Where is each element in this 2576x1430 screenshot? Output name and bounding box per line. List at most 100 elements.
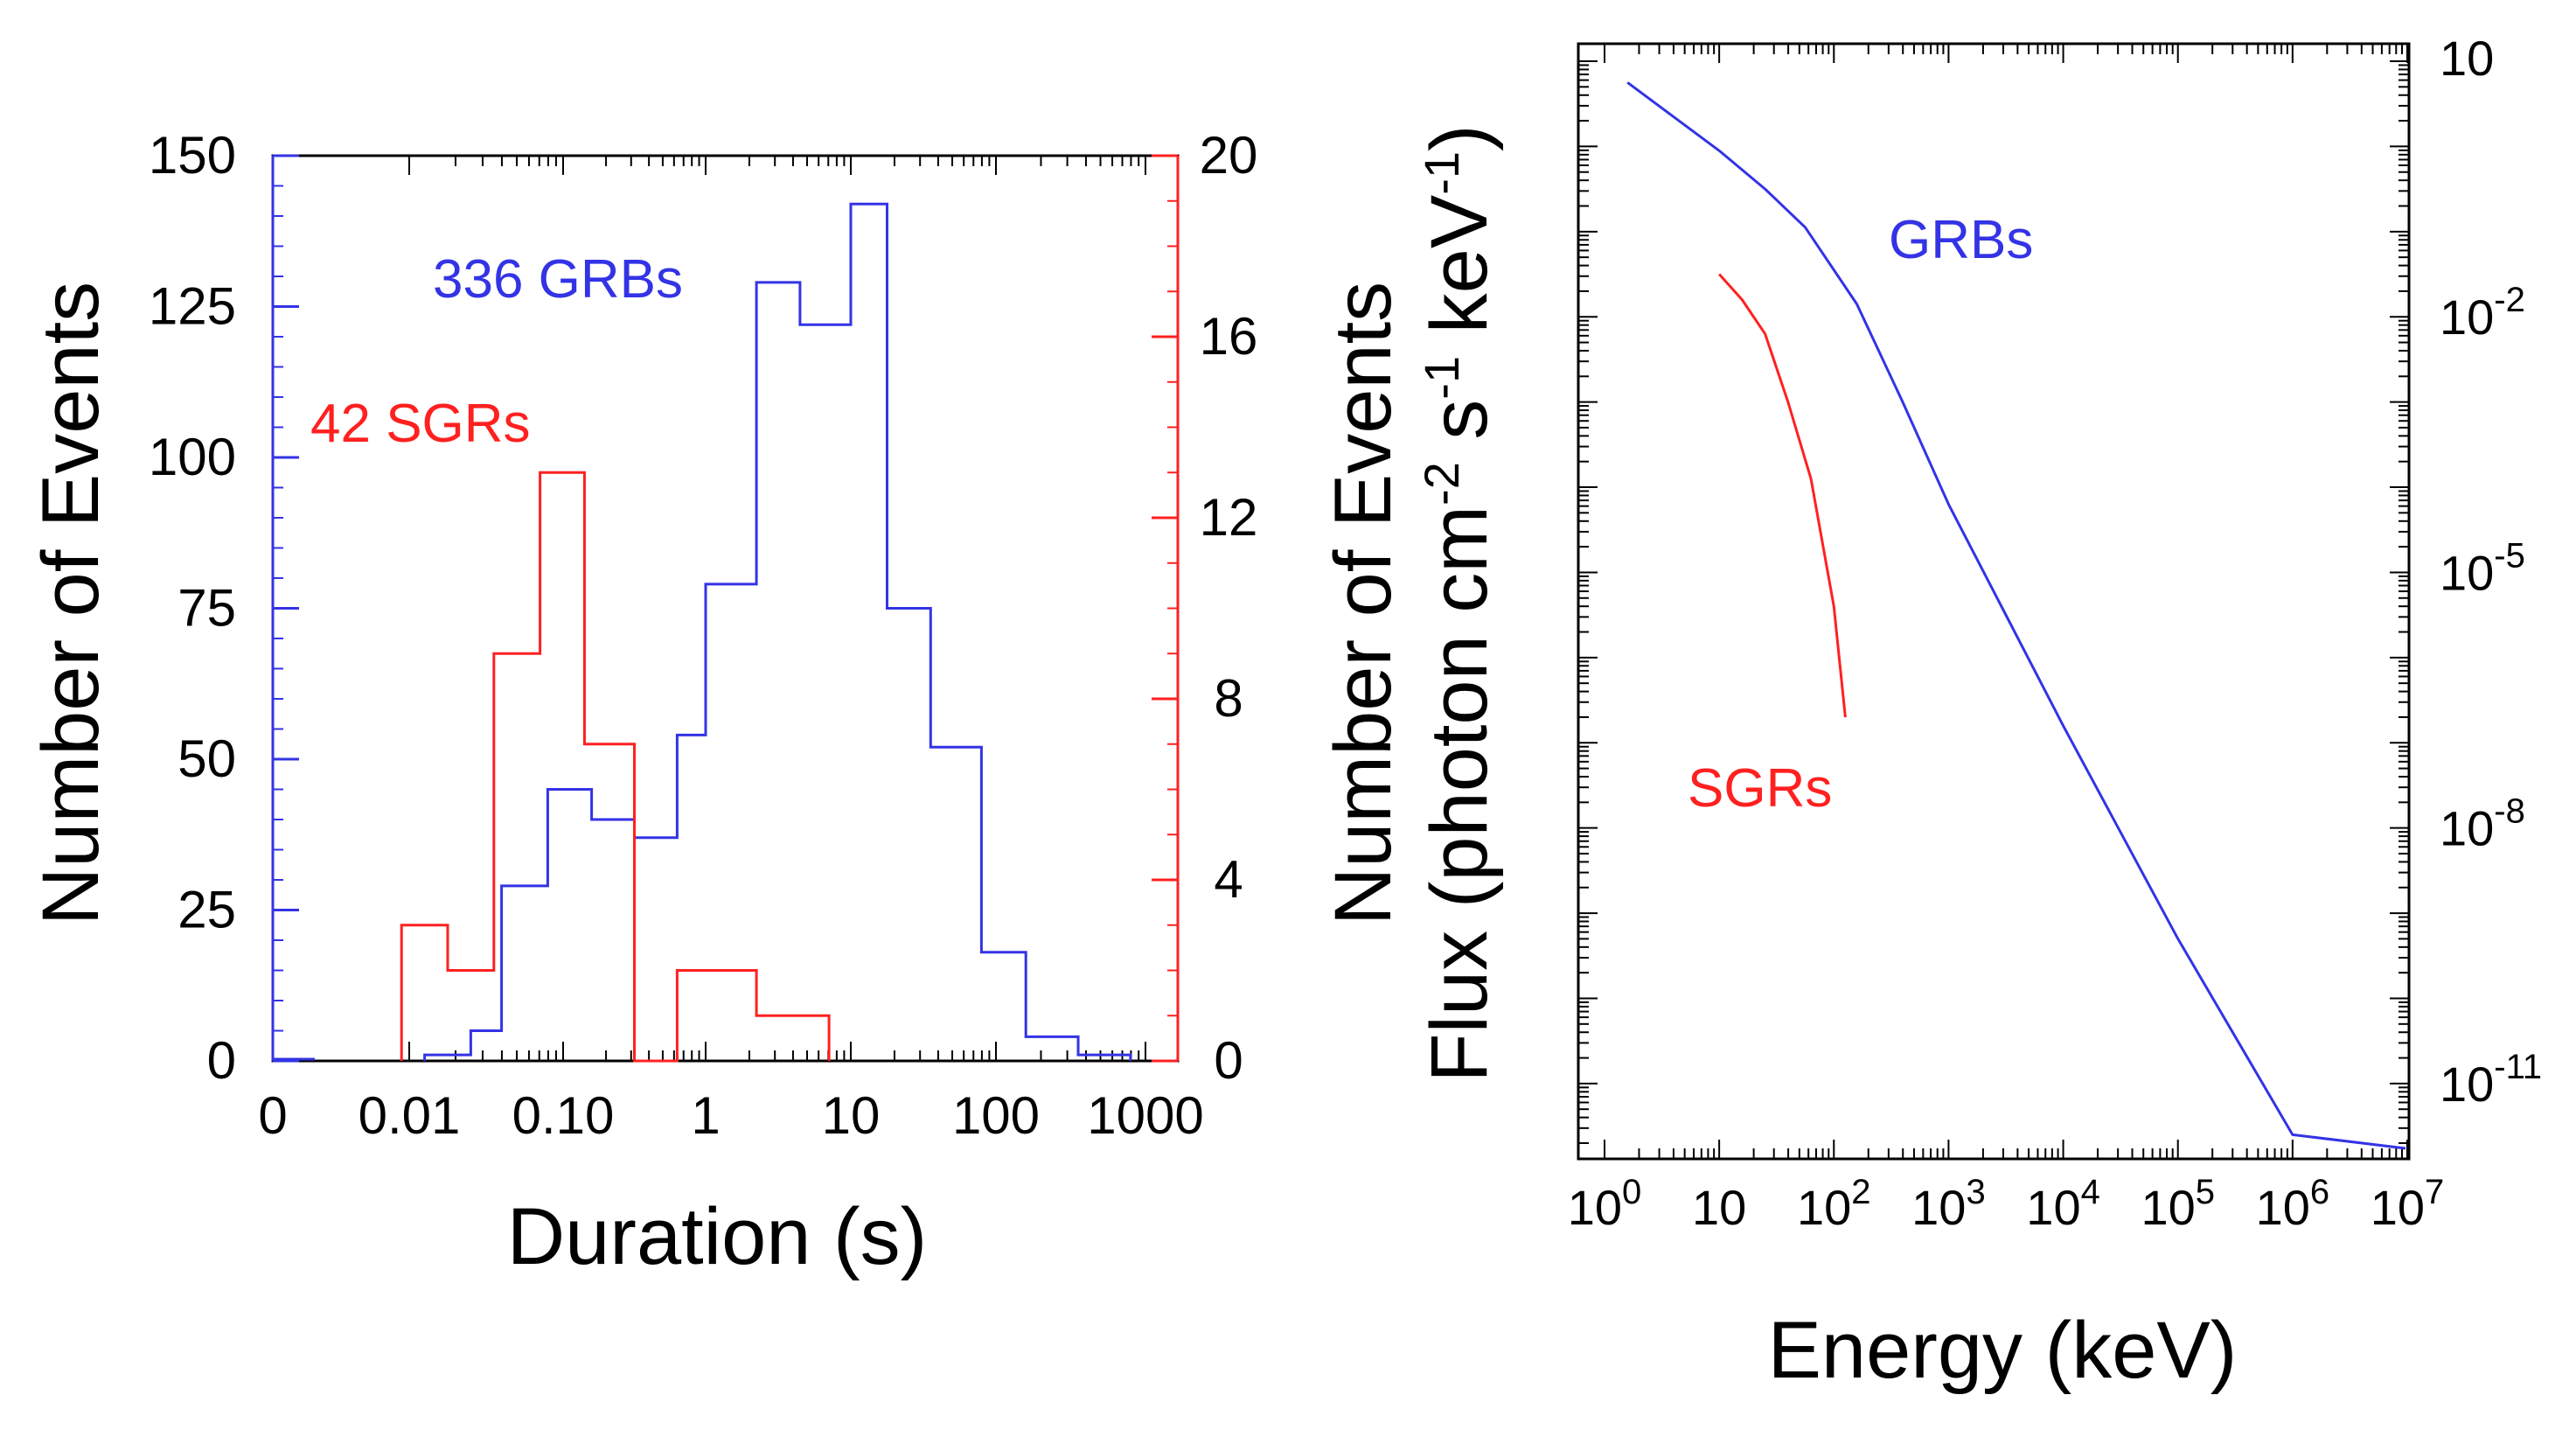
sgr-histogram-bin [677,971,756,1062]
spectrum-y-tick-label: 10 [2440,31,2494,86]
left-x-tick-label: 100 [952,1086,1040,1145]
left-y-tick-label: 50 [178,729,236,788]
grb-count-annotation: 336 GRBs [433,249,683,310]
left-y-tick-label: 100 [149,428,236,486]
left-y-tick-label: 125 [149,277,236,336]
right-y-tick-label: 20 [1200,126,1258,185]
spectrum-x-tick-labels: 100 10 102 103 104 105 106 107 [1568,1173,2445,1235]
spectrum-y-axis-title: Flux (photon cm-2 s-1 keV-1) [1414,124,1504,1082]
spectrum-y-title-part-c: keV [1415,195,1504,356]
sgr-histogram-bin [540,472,585,1061]
spectrum-y-title-part-a: Flux (photon cm [1415,506,1504,1083]
left-y-tick-labels: 0 25 50 75 100 125 150 [149,126,236,1090]
right-y-axis-title: Number of Events [1319,282,1408,925]
right-y-tick-label: 8 [1214,669,1243,728]
left-y-axis-title: Number of Events [26,282,115,925]
spectrum-x-tick-base: 10 [2256,1180,2310,1235]
spectrum-y-tick-exp: -5 [2494,536,2525,575]
grb-histogram-bin [888,609,931,1062]
spectrum-y-tick-exp: -11 [2494,1048,2542,1086]
spectrum-x-tick-base: 10 [2026,1180,2080,1235]
energy-spectrum: 100 10 102 103 104 105 106 107 1010-210-510-810… [1414,31,2542,1395]
spectrum-x-tick-base: 10 [2371,1180,2425,1235]
right-y-tick-labels: 0 4 8 12 16 20 [1200,126,1258,1090]
spectrum-x-tick-base: 10 [1692,1180,1746,1235]
right-y-tick-label: 0 [1214,1031,1243,1090]
sgr-histogram-outline [400,471,831,1063]
spectrum-y-tick-label: 10-5 [2440,536,2525,600]
spectrum-x-tick-base: 10 [1568,1180,1622,1235]
spectrum-x-tick-base: 10 [1911,1180,1966,1235]
spectrum-x-tick-label: 105 [2141,1173,2215,1235]
spectrum-x-tick-exp: 6 [2310,1173,2329,1211]
grb-histogram-bin [677,735,706,1061]
spectrum-x-tick-exp: 4 [2081,1173,2100,1211]
spectrum-y-tick-label: 10-8 [2440,792,2525,856]
grb-histogram-bin [1026,1036,1078,1061]
spectrum-y-title-exp2: -1 [1414,356,1469,400]
spectrum-y-tick-base: 10 [2440,1057,2494,1112]
spectrum-y-title-exp3: -1 [1414,151,1469,195]
spectrum-y-tick-label: 10-2 [2440,281,2525,345]
spectrum-y-tick-base: 10 [2440,289,2494,345]
spectrum-lines [1626,81,2406,1150]
left-x-ticks [408,156,1146,1061]
left-y-ticks [271,154,1180,1063]
left-x-tick-label: 0 [258,1086,287,1145]
grb-histogram-bin [851,204,888,1061]
spectrum-y-tick-exp: -8 [2494,792,2525,831]
left-x-tick-label: 10 [822,1086,881,1145]
grb-histogram-bin [470,1031,501,1062]
left-histogram-bars [273,202,1132,1063]
left-x-tick-label: 1 [691,1086,720,1145]
spectrum-x-tick-label: 107 [2371,1173,2445,1235]
grb-histogram-bin [547,790,591,1062]
spectrum-y-tick-base: 10 [2440,31,2494,86]
spectrum-x-tick-label: 103 [1911,1173,1986,1235]
left-y-tick-label: 75 [178,579,236,638]
spectrum-x-tick-base: 10 [2141,1180,2195,1235]
grb-histogram-bin [756,283,800,1061]
grb-histogram-bin [800,324,851,1061]
sgr-spectrum-line [1718,273,1847,718]
left-x-tick-labels: 0 0.01 0.10 1 10 100 1000 [258,1086,1203,1145]
grb-histogram-bin [502,886,548,1061]
spectrum-y-title-part-b: s [1415,400,1504,463]
spectrum-x-tick-label: 100 [1568,1173,1642,1235]
spectrum-y-tick-exp: -2 [2494,281,2525,319]
grb-histogram-bin [930,747,981,1061]
spectrum-ticks [1578,44,2409,1159]
spectrum-x-tick-label: 104 [2026,1173,2100,1235]
spectrum-x-tick-exp: 3 [1966,1173,1985,1211]
right-y-tick-label: 16 [1200,307,1258,366]
left-x-tick-label: 1000 [1087,1086,1203,1145]
spectrum-x-tick-exp: 0 [1622,1173,1641,1211]
right-plot-frame [1577,42,2411,1161]
spectrum-y-tick-label: 10-11 [2440,1048,2542,1112]
spectrum-x-tick-base: 10 [1797,1180,1851,1235]
spectrum-x-tick-exp: 5 [2196,1173,2215,1211]
duration-histogram: 0 0.01 0.10 1 10 100 1000 0 25 50 75 100 125 150 0 4 8… [26,126,1408,1281]
spectrum-grb-annotation: GRBs [1889,210,2033,270]
spectrum-x-axis-title: Energy (keV) [1768,1306,2238,1395]
left-x-tick-label: 0.01 [359,1086,461,1145]
sgr-histogram-bin [401,925,448,1061]
spectrum-y-tick-base: 10 [2440,545,2494,600]
grb-histogram-outline [423,202,1132,1061]
grb-spectrum-line [1626,81,2406,1150]
right-y-tick-label: 4 [1214,850,1243,909]
spectrum-y-title-exp1: -2 [1414,462,1469,506]
left-x-axis-title: Duration (s) [507,1192,928,1281]
grb-histogram-bin [981,952,1026,1061]
left-x-tick-label: 0.10 [512,1086,615,1145]
left-y-tick-label: 25 [178,881,236,939]
grb-histogram-bin [635,838,678,1061]
spectrum-x-tick-exp: 7 [2425,1173,2444,1211]
spectrum-x-tick-exp: 2 [1851,1173,1870,1211]
spectrum-y-title-part-d: ) [1415,124,1504,151]
spectrum-x-tick-label: 102 [1797,1173,1871,1235]
grb-histogram-bin [706,584,756,1061]
left-y-tick-label: 150 [149,126,236,185]
